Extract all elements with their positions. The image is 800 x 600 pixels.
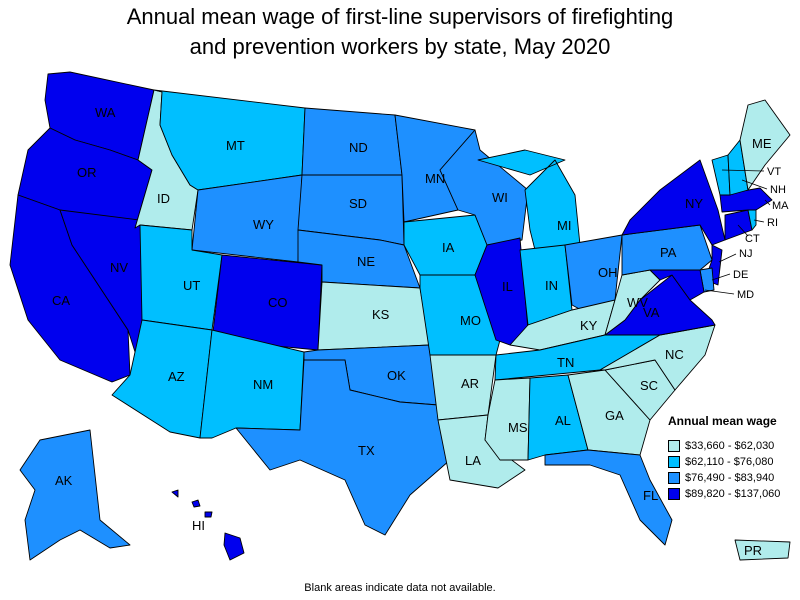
label-ne: NE — [357, 254, 375, 269]
label-co: CO — [268, 295, 288, 310]
state-fl[interactable] — [544, 449, 673, 546]
label-wi: WI — [492, 190, 508, 205]
label-ar: AR — [461, 376, 479, 391]
label-ut: UT — [183, 278, 200, 293]
state-hi[interactable] — [171, 489, 245, 561]
label-wa: WA — [95, 105, 116, 120]
leader-lines — [704, 169, 771, 295]
label-tn: TN — [557, 355, 574, 370]
label-mt: MT — [226, 138, 245, 153]
legend-row: $76,490 - $83,940 — [668, 470, 798, 486]
label-fl: FL — [643, 488, 658, 503]
label-or: OR — [77, 165, 97, 180]
state-md[interactable] — [649, 269, 705, 301]
label-az: AZ — [168, 369, 185, 384]
state-pr[interactable] — [734, 539, 791, 561]
state-tx[interactable] — [235, 359, 451, 536]
label-ri: RI — [767, 217, 778, 229]
legend-swatch — [668, 472, 680, 484]
label-al: AL — [555, 413, 571, 428]
label-mo: MO — [460, 313, 481, 328]
label-va: VA — [643, 305, 660, 320]
label-tx: TX — [358, 443, 375, 458]
state-vt[interactable] — [711, 154, 731, 196]
label-nj: NJ — [739, 248, 752, 260]
label-sc: SC — [640, 378, 658, 393]
legend-row: $89,820 - $137,060 — [668, 486, 798, 502]
label-de: DE — [733, 269, 748, 281]
legend-row: $62,110 - $76,080 — [668, 454, 798, 470]
label-oh: OH — [598, 265, 618, 280]
legend-label: $76,490 - $83,940 — [685, 472, 775, 484]
label-id: ID — [157, 191, 170, 206]
legend-label: $89,820 - $137,060 — [685, 488, 781, 500]
label-ma: MA — [772, 200, 789, 212]
label-ny: NY — [685, 196, 703, 211]
map-title-line-1: Annual mean wage of first-line superviso… — [126, 4, 674, 29]
legend-label: $62,110 - $76,080 — [685, 456, 774, 468]
legend-row: $33,660 - $62,030 — [668, 438, 798, 454]
label-ca: CA — [52, 293, 70, 308]
label-ga: GA — [605, 408, 624, 423]
label-ks: KS — [372, 307, 390, 322]
label-ok: OK — [387, 368, 406, 383]
label-sd: SD — [349, 196, 367, 211]
label-ms: MS — [508, 420, 528, 435]
label-il: IL — [502, 279, 513, 294]
label-vt: VT — [767, 166, 781, 178]
label-nm: NM — [253, 377, 273, 392]
map-legend: Annual mean wage $33,660 - $62,030 $62,1… — [668, 414, 798, 502]
label-ia: IA — [442, 240, 455, 255]
footnote: Blank areas indicate data not available. — [304, 582, 496, 594]
state-me[interactable] — [739, 99, 791, 191]
state-ak[interactable] — [19, 429, 131, 561]
label-ky: KY — [580, 318, 598, 333]
label-la: LA — [465, 453, 481, 468]
map-title-line-2: and prevention workers by state, May 202… — [189, 34, 611, 59]
label-me: ME — [752, 136, 772, 151]
legend-title: Annual mean wage — [668, 414, 777, 428]
state-labels: WA OR CA NV ID MT WY UT AZ CO NM ND SD N… — [52, 105, 789, 558]
label-nh: NH — [770, 184, 786, 196]
legend-swatch — [668, 488, 680, 500]
state-wi[interactable] — [439, 129, 529, 246]
legend-label: $33,660 - $62,030 — [685, 440, 775, 452]
label-md: MD — [737, 289, 754, 301]
legend-swatch — [668, 440, 680, 452]
label-pa: PA — [660, 245, 677, 260]
state-ms[interactable] — [484, 377, 531, 461]
label-nc: NC — [665, 347, 684, 362]
label-mn: MN — [425, 171, 445, 186]
map-title: Annual mean wage of first-line superviso… — [0, 2, 800, 62]
state-wy[interactable] — [191, 174, 303, 263]
label-ct: CT — [745, 233, 760, 245]
label-pr: PR — [744, 543, 762, 558]
label-ak: AK — [55, 473, 73, 488]
label-wy: WY — [253, 217, 274, 232]
label-wv: WV — [627, 295, 648, 310]
legend-swatch — [668, 456, 680, 468]
label-nv: NV — [110, 260, 128, 275]
label-nd: ND — [349, 140, 368, 155]
label-mi: MI — [557, 218, 571, 233]
state-ga[interactable] — [567, 369, 651, 456]
label-hi: HI — [192, 518, 205, 533]
label-in: IN — [545, 278, 558, 293]
